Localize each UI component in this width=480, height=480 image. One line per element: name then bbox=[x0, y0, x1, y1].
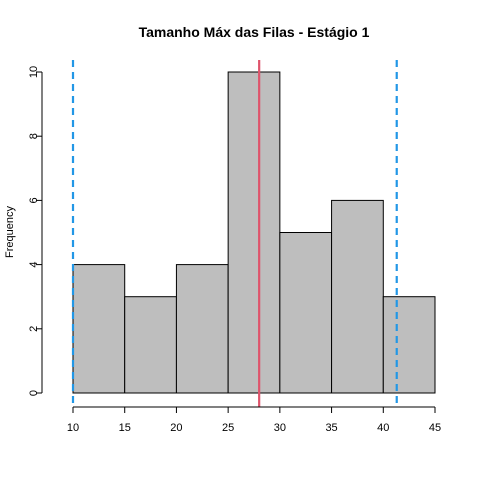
x-axis: 10 15 20 25 30 35 40 45 bbox=[67, 406, 441, 434]
x-tick-label: 10 bbox=[67, 422, 79, 434]
chart-title: Tamanho Máx das Filas - Estágio 1 bbox=[139, 24, 370, 40]
x-tick-label: 45 bbox=[429, 422, 441, 434]
histogram-bar bbox=[279, 232, 333, 394]
y-tick-label: 4 bbox=[28, 262, 40, 268]
bars-layer bbox=[72, 71, 436, 394]
y-axis-label: Frequency bbox=[4, 206, 16, 258]
x-tick-label: 30 bbox=[274, 422, 286, 434]
histogram-bar bbox=[175, 264, 229, 394]
reference-lines-layer bbox=[71, 60, 398, 407]
y-tick-label: 0 bbox=[28, 390, 40, 396]
y-tick-label: 2 bbox=[28, 326, 40, 332]
histogram-bar bbox=[382, 296, 436, 394]
histogram-bar bbox=[331, 199, 384, 394]
x-tick-label: 40 bbox=[377, 422, 389, 434]
y-axis: 0 2 4 6 8 10 bbox=[28, 66, 43, 396]
x-tick-label: 35 bbox=[325, 422, 337, 434]
x-tick-label: 25 bbox=[222, 422, 234, 434]
y-tick-label: 8 bbox=[28, 133, 40, 139]
x-tick-label: 15 bbox=[119, 422, 131, 434]
y-tick-label: 10 bbox=[28, 66, 40, 78]
histogram-bar bbox=[124, 296, 177, 394]
x-tick-label: 20 bbox=[170, 422, 182, 434]
histogram-bar bbox=[227, 71, 281, 394]
y-tick-label: 6 bbox=[28, 197, 40, 203]
histogram-bar bbox=[72, 264, 126, 394]
